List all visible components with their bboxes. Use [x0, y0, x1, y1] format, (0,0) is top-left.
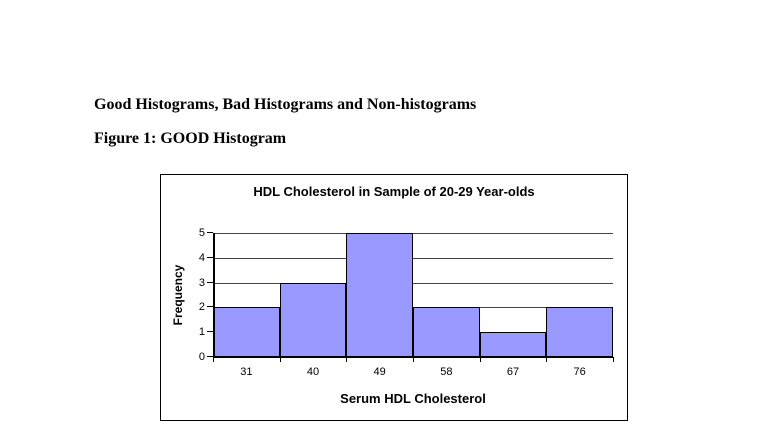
x-tick-mark — [546, 357, 548, 362]
x-tick-label: 58 — [440, 366, 453, 378]
chart-figure: HDL Cholesterol in Sample of 20-29 Year-… — [160, 174, 628, 421]
gridline — [213, 282, 613, 284]
gridline — [213, 233, 613, 234]
y-tick-label: 5 — [198, 227, 205, 239]
histogram-bar — [213, 307, 280, 357]
document-heading: Good Histograms, Bad Histograms and Non-… — [94, 96, 477, 113]
y-tick-label: 0 — [198, 351, 205, 363]
y-tick-mark — [207, 232, 213, 233]
y-axis-line — [213, 233, 215, 358]
y-tick-mark — [207, 256, 213, 258]
x-tick-label: 76 — [573, 366, 586, 378]
histogram-bar — [546, 307, 613, 357]
x-tick-label: 67 — [506, 366, 520, 378]
x-tick-mark — [479, 357, 481, 362]
gridline — [213, 257, 613, 259]
y-tick-mark — [207, 306, 213, 308]
y-tick-mark — [207, 331, 213, 333]
histogram-bar — [413, 307, 480, 357]
y-tick-label: 2 — [198, 301, 205, 314]
x-tick-mark — [613, 357, 614, 362]
plot-area: 0 1 2 3 4 5 31 40 49 58 67 76 — [199, 227, 614, 378]
x-tick-label: 40 — [306, 366, 320, 378]
y-tick-mark — [207, 281, 213, 283]
figure-caption: Figure 1: GOOD Histogram — [94, 130, 287, 147]
x-tick-label: 49 — [373, 366, 386, 378]
y-tick-label: 4 — [198, 251, 205, 264]
histogram-bar — [279, 282, 347, 357]
x-axis-title: Serum HDL Cholesterol — [340, 391, 486, 406]
y-tick-mark — [207, 356, 213, 357]
x-tick-mark — [413, 357, 414, 362]
y-tick-label: 1 — [198, 326, 205, 339]
histogram-bar — [346, 233, 413, 357]
histogram-bar — [479, 332, 547, 357]
x-tick-label: 31 — [240, 366, 253, 378]
y-tick-label: 3 — [198, 276, 205, 289]
x-tick-mark — [346, 357, 348, 362]
chart-title: HDL Cholesterol in Sample of 20-29 Year-… — [253, 184, 535, 199]
x-tick-mark — [279, 357, 281, 362]
x-tick-mark — [213, 357, 214, 362]
